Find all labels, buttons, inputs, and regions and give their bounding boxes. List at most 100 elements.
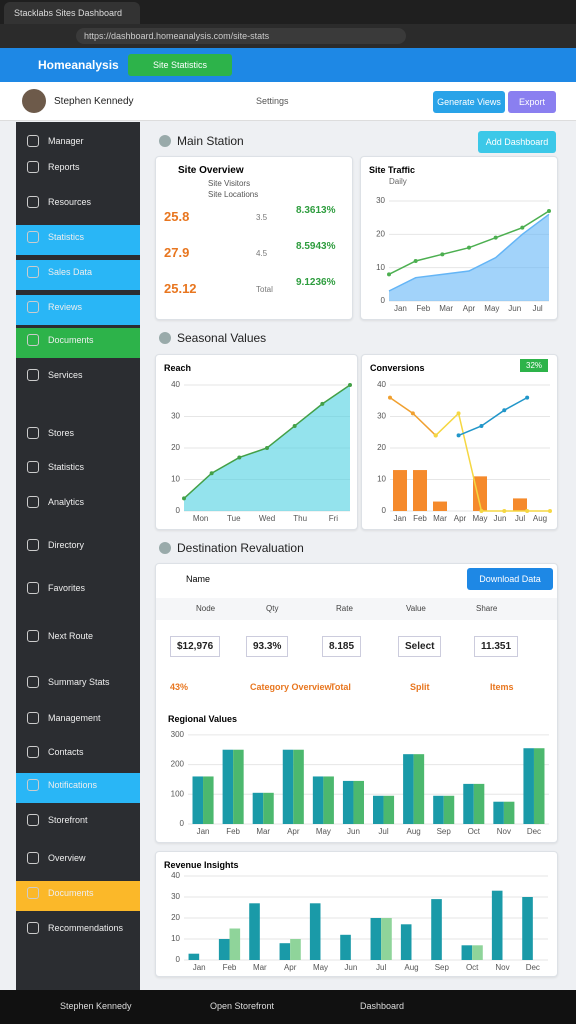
bar bbox=[309, 903, 321, 960]
point bbox=[265, 446, 269, 450]
taskbar-item[interactable]: Dashboard bbox=[360, 1001, 405, 1011]
chart-title: Conversions bbox=[370, 363, 425, 373]
x-tick-label: Apr bbox=[284, 963, 297, 972]
point bbox=[410, 411, 415, 416]
kpi-value: 27.9 bbox=[164, 245, 190, 260]
line bbox=[435, 411, 550, 512]
button[interactable]: Generate Views bbox=[433, 91, 505, 113]
nav-item[interactable]: Documents bbox=[48, 888, 94, 898]
tab[interactable]: Stacklabs Sites Dashboard bbox=[4, 2, 140, 24]
chart-title: Revenue Insights bbox=[164, 860, 239, 870]
section-title: Seasonal Values bbox=[177, 331, 267, 345]
bar bbox=[522, 897, 533, 960]
nav-icon bbox=[27, 196, 39, 208]
bar bbox=[491, 890, 503, 960]
bar bbox=[472, 945, 483, 960]
button[interactable]: Export bbox=[508, 91, 556, 113]
nav-item[interactable]: Notifications bbox=[48, 780, 98, 790]
chart-panel: Reach 0 10 20 30 40 Mon Tue Wed Thu Fri bbox=[155, 354, 358, 530]
x-tick-label: Apr bbox=[287, 827, 300, 836]
y-tick-label: 0 bbox=[176, 506, 181, 515]
nav-item[interactable]: Analytics bbox=[48, 497, 85, 507]
line bbox=[388, 213, 550, 292]
nav-icon bbox=[27, 676, 39, 688]
name-field[interactable]: Name bbox=[186, 574, 211, 584]
nav-item[interactable]: Statistics bbox=[48, 232, 85, 242]
x-tick-label: Jul bbox=[378, 827, 388, 836]
bar bbox=[188, 953, 200, 960]
x-tick-label: Apr bbox=[463, 304, 476, 313]
nav-icon bbox=[27, 630, 39, 642]
bar bbox=[413, 754, 425, 824]
point bbox=[456, 411, 461, 416]
taskbar-item[interactable]: Stephen Kennedy bbox=[60, 1001, 132, 1011]
kpi-title: Site Overview bbox=[178, 165, 244, 176]
settings[interactable]: Settings bbox=[256, 96, 289, 106]
bar bbox=[473, 783, 485, 824]
cell[interactable]: Select bbox=[398, 636, 442, 657]
nav-item[interactable]: Documents bbox=[48, 335, 94, 345]
app-title: Homeanalysis bbox=[38, 58, 119, 72]
nav-icon bbox=[27, 887, 39, 899]
bar bbox=[233, 749, 244, 824]
x-tick-label: May bbox=[316, 827, 331, 836]
nav-item[interactable]: Resources bbox=[48, 197, 92, 207]
nav-icon bbox=[27, 161, 39, 173]
point bbox=[547, 209, 551, 213]
nav-item[interactable]: Directory bbox=[48, 540, 85, 550]
x-tick-label: Aug bbox=[533, 514, 547, 523]
point bbox=[182, 496, 186, 501]
add-button[interactable]: Add Dashboard bbox=[478, 131, 556, 153]
nav-item[interactable]: Next Route bbox=[48, 631, 94, 641]
nav-item[interactable]: Contacts bbox=[48, 747, 84, 757]
nav-item[interactable]: Statistics bbox=[48, 462, 85, 472]
bar bbox=[533, 748, 545, 824]
user-name: Stephen Kennedy bbox=[54, 96, 134, 107]
nav-item[interactable]: Storefront bbox=[48, 815, 88, 825]
point bbox=[525, 509, 530, 513]
x-tick-label: May bbox=[484, 304, 499, 313]
x-tick-label: Jan bbox=[394, 304, 407, 313]
badge[interactable]: Site Statistics bbox=[128, 54, 232, 76]
point bbox=[493, 235, 498, 240]
x-tick-label: Fri bbox=[329, 514, 339, 523]
stat: Total bbox=[330, 682, 351, 692]
bar bbox=[383, 795, 395, 824]
nav-item[interactable]: Services bbox=[48, 370, 83, 380]
point bbox=[388, 395, 392, 400]
column-header: Qty bbox=[266, 604, 279, 613]
y-tick-label: 40 bbox=[171, 380, 180, 389]
bar bbox=[413, 470, 427, 511]
nav-item[interactable]: Favorites bbox=[48, 583, 86, 593]
x-tick-label: May bbox=[472, 514, 487, 523]
point bbox=[209, 471, 214, 476]
y-tick-label: 30 bbox=[171, 412, 180, 421]
avatar[interactable] bbox=[22, 89, 46, 113]
nav-item[interactable]: Reviews bbox=[48, 302, 83, 312]
nav-item[interactable]: Stores bbox=[48, 428, 75, 438]
nav-icon bbox=[27, 922, 39, 934]
point bbox=[479, 509, 484, 513]
nav-item[interactable]: Summary Stats bbox=[48, 677, 110, 687]
nav-item[interactable]: Reports bbox=[48, 162, 80, 172]
column-header: Value bbox=[406, 604, 426, 613]
download-button[interactable]: Download Data bbox=[467, 568, 553, 590]
taskbar-item[interactable]: Open Storefront bbox=[210, 1001, 275, 1011]
nav-item[interactable]: Recommendations bbox=[48, 923, 124, 933]
x-tick-label: Oct bbox=[468, 827, 481, 836]
bar bbox=[203, 776, 214, 824]
bar bbox=[249, 903, 260, 960]
x-tick-label: Mar bbox=[256, 827, 270, 836]
nav-item[interactable]: Overview bbox=[48, 853, 86, 863]
url[interactable]: https://dashboard.homeanalysis.com/site-… bbox=[76, 28, 406, 44]
section-title: Destination Revaluation bbox=[177, 541, 304, 555]
stat: Items bbox=[490, 682, 514, 692]
point bbox=[502, 408, 507, 413]
nav-item[interactable]: Manager bbox=[48, 136, 84, 146]
nav-item[interactable]: Sales Data bbox=[48, 267, 93, 277]
nav-icon bbox=[27, 135, 39, 147]
bar bbox=[290, 939, 301, 960]
nav-item[interactable]: Management bbox=[48, 713, 101, 723]
bar bbox=[403, 754, 414, 824]
